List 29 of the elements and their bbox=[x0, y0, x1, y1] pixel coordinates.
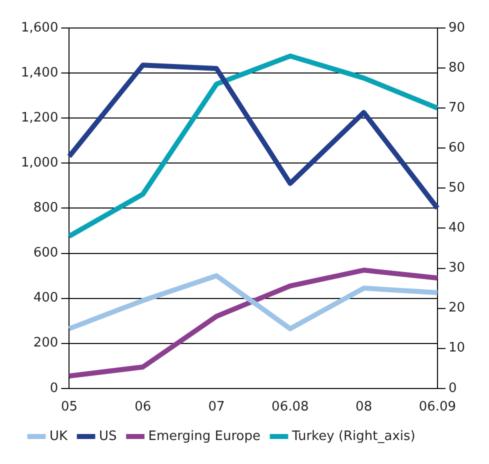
y-tick-label: 1,200 bbox=[21, 110, 58, 126]
y2-tick-label: 0 bbox=[448, 380, 457, 396]
y2-tick-label: 40 bbox=[448, 220, 466, 236]
y-tick-label: 400 bbox=[33, 290, 58, 306]
y-tick-label: 1,600 bbox=[21, 20, 58, 36]
y2-tick-label: 60 bbox=[448, 140, 466, 156]
x-tick-label: 06 bbox=[134, 400, 152, 415]
y-tick-label: 1,400 bbox=[21, 65, 58, 80]
legend-label: UK bbox=[50, 428, 68, 444]
y-tick-label: 800 bbox=[33, 200, 58, 216]
x-tick-label: 08 bbox=[356, 400, 372, 415]
y-tick-label: 1,000 bbox=[21, 156, 58, 171]
y-tick-label: 600 bbox=[33, 246, 58, 261]
y-tick-label: 200 bbox=[33, 336, 58, 351]
x-tick-label: 06.09 bbox=[418, 400, 456, 415]
y2-tick-label: 20 bbox=[448, 300, 466, 316]
x-tick-label: 05 bbox=[60, 400, 78, 415]
x-tick-label: 06.08 bbox=[272, 400, 309, 415]
x-tick-label: 07 bbox=[208, 400, 225, 415]
y2-tick-label: 70 bbox=[448, 100, 466, 116]
y2-tick-label: 80 bbox=[448, 60, 466, 76]
y-tick-label: 0 bbox=[50, 380, 58, 396]
y2-tick-label: 30 bbox=[448, 260, 466, 276]
legend-label: US bbox=[99, 428, 117, 444]
y2-tick-label: 10 bbox=[448, 340, 466, 356]
legend-label: Emerging Europe bbox=[148, 428, 261, 444]
y2-tick-label: 90 bbox=[448, 20, 466, 36]
y2-tick-label: 50 bbox=[448, 180, 466, 196]
legend-label: Turkey (Right_axis) bbox=[291, 428, 416, 444]
